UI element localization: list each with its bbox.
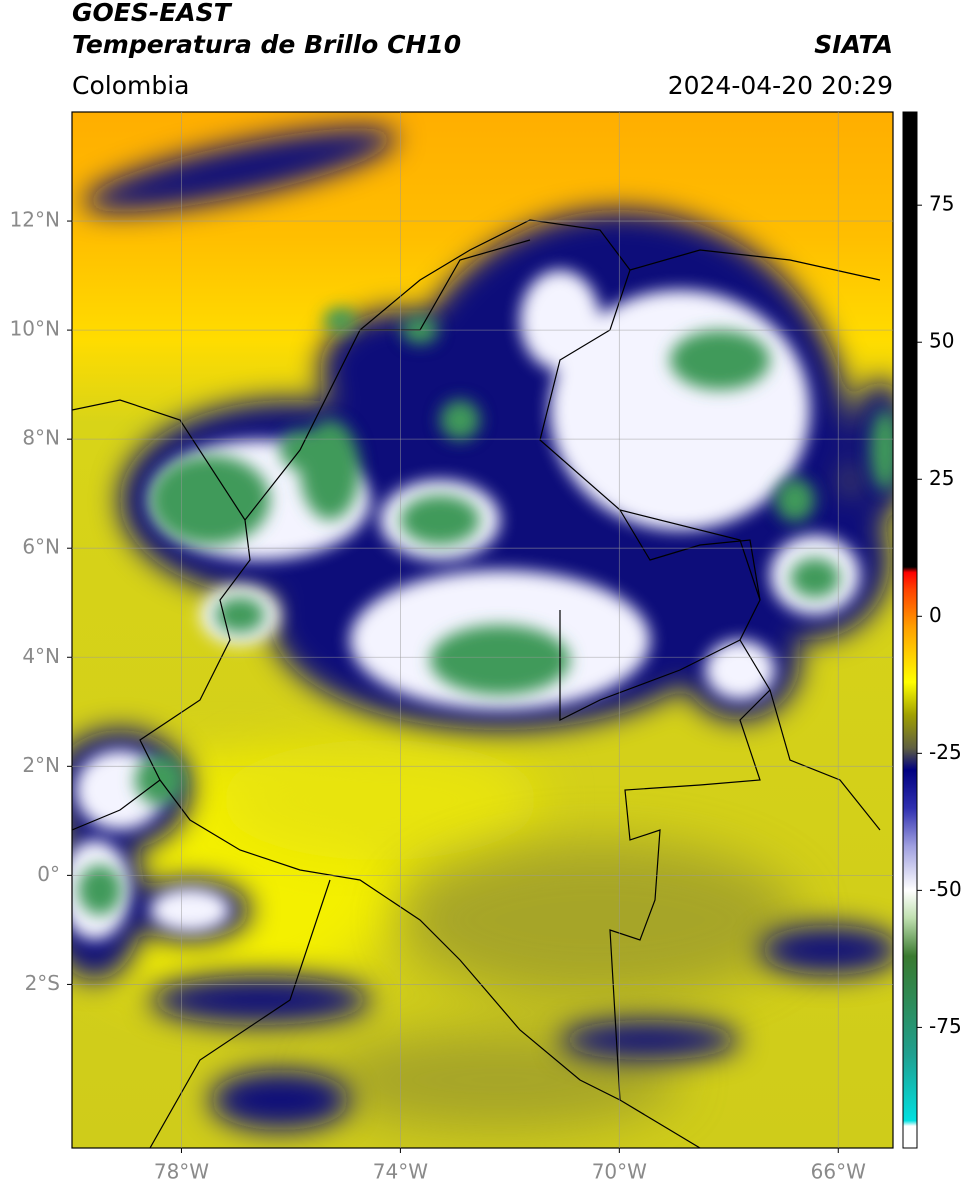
source: SIATA — [814, 30, 893, 59]
datetime: 2024-04-20 20:29 — [668, 71, 893, 100]
y-tick-label: 4°N — [22, 644, 60, 668]
y-tick-label: 2°N — [22, 753, 60, 777]
x-tick-label: 70°W — [592, 1160, 647, 1184]
y-tick-label: 12°N — [10, 208, 60, 232]
colorbar: 75 50 25 0 -25 -50 -75 — [902, 111, 962, 1149]
colorbar-tick-label: 50 — [929, 329, 954, 353]
colorbar-tick-label: -25 — [929, 740, 962, 764]
colorbar-tick-label: -75 — [929, 1014, 962, 1038]
region: Colombia — [72, 71, 189, 100]
satellite-image — [72, 112, 893, 1148]
x-tick-label: 66°W — [811, 1160, 866, 1184]
y-tick-label: 6°N — [22, 535, 60, 559]
colorbar-tick-label: -50 — [929, 877, 962, 901]
x-tick-label: 78°W — [154, 1160, 209, 1184]
y-tick-label: 0° — [37, 862, 60, 886]
colorbar-tick-label: 0 — [929, 603, 942, 627]
colorbar-tick-label: 25 — [929, 466, 954, 490]
y-tick-label: 2°S — [25, 971, 60, 995]
map-frame — [71, 111, 894, 1149]
y-tick-label: 8°N — [22, 426, 60, 450]
title-line2: Temperatura de Brillo CH10 — [72, 30, 461, 59]
x-tick-label: 74°W — [373, 1160, 428, 1184]
title-line1: GOES-EAST — [72, 0, 233, 27]
y-tick-label: 10°N — [10, 317, 60, 341]
colorbar-body — [902, 111, 918, 1149]
colorbar-tick-label: 75 — [929, 192, 954, 216]
